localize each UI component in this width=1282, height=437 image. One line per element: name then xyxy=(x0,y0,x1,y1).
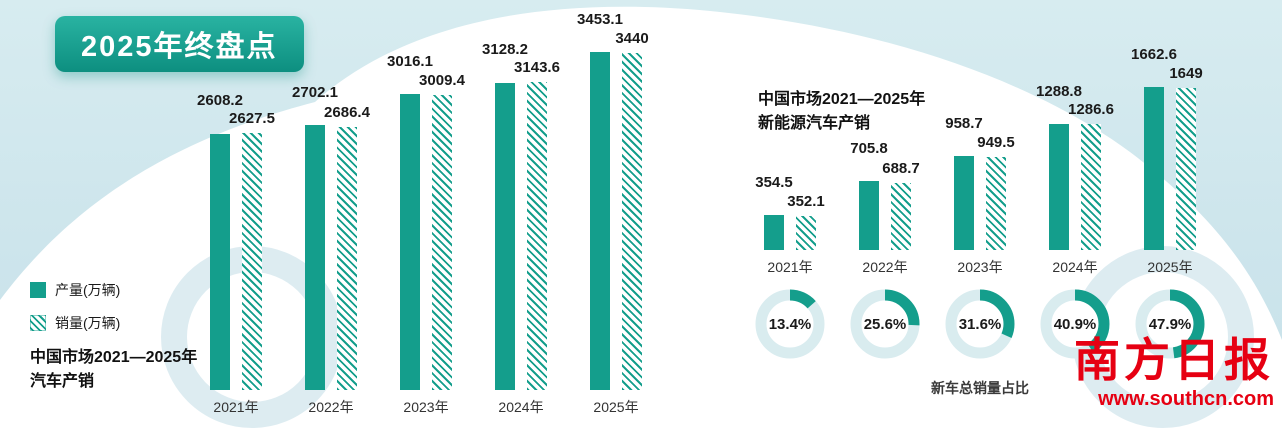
donut-percent-label: 31.6% xyxy=(958,315,1002,333)
year-group: 3016.1 3009.4 2023年 xyxy=(387,53,465,415)
sales-value-label: 1286.6 xyxy=(1068,100,1114,118)
production-bar xyxy=(305,125,325,390)
production-bar xyxy=(400,94,420,390)
nev-share-donut: 13.4% xyxy=(749,283,831,365)
sales-bar xyxy=(986,156,1006,250)
production-value-label: 3453.1 xyxy=(577,10,623,28)
production-bar xyxy=(210,134,230,390)
legend-item-production: 产量(万辆) xyxy=(30,280,120,300)
sales-value-label: 3440 xyxy=(615,29,649,47)
production-bar xyxy=(590,51,610,390)
production-bar xyxy=(1144,87,1164,250)
sales-value-label: 352.1 xyxy=(787,192,825,210)
nev-share-donut: 40.9% xyxy=(1034,283,1116,365)
sales-bar xyxy=(242,132,262,390)
production-bar xyxy=(495,83,515,390)
sales-bar xyxy=(1081,123,1101,250)
title-badge: 2025年终盘点 xyxy=(55,16,304,72)
production-swatch-icon xyxy=(30,282,46,298)
donut-ring xyxy=(755,289,825,359)
donut-ring xyxy=(850,289,920,359)
newspaper-name: 南方日报 xyxy=(1074,333,1274,387)
production-value-label: 1662.6 xyxy=(1131,46,1177,64)
sales-bar xyxy=(622,52,642,390)
year-group: 1662.6 1649 2025年 xyxy=(1131,46,1203,275)
year-group: 2702.1 2686.4 2022年 xyxy=(292,84,370,415)
right-chart-title-line2: 新能源汽车产销 xyxy=(758,115,871,132)
production-value-label: 3128.2 xyxy=(482,40,528,58)
production-value-label: 958.7 xyxy=(945,115,983,132)
year-label: 2023年 xyxy=(403,399,449,415)
year-label: 2022年 xyxy=(862,259,908,275)
production-bar xyxy=(859,180,879,250)
left-chart-title-line1: 中国市场2021—2025年 xyxy=(30,349,198,366)
donut-percent-label: 47.9% xyxy=(1148,315,1192,333)
year-label: 2021年 xyxy=(767,259,813,275)
year-label: 2022年 xyxy=(308,399,354,415)
nev-share-donut: 31.6% xyxy=(939,283,1021,365)
year-label: 2024年 xyxy=(498,399,544,415)
sales-value-label: 3009.4 xyxy=(419,72,465,90)
production-value-label: 2702.1 xyxy=(292,84,338,102)
sales-bar xyxy=(337,126,357,390)
production-value-label: 2608.2 xyxy=(197,91,243,109)
year-group: 705.8 688.7 2022年 xyxy=(850,140,920,275)
year-group: 2608.2 2627.5 2021年 xyxy=(197,92,275,416)
production-bar xyxy=(954,156,974,250)
production-value-label: 354.5 xyxy=(755,174,793,192)
nev-share-donut: 25.6% xyxy=(844,283,926,365)
year-group: 3453.1 3440 2025年 xyxy=(577,11,649,415)
auto-production-sales-chart: 2608.2 2627.5 2021年 2702.1 2686.4 2022年 3016.1… xyxy=(197,11,649,416)
year-label: 2021年 xyxy=(213,399,259,415)
donut-ring xyxy=(1040,289,1110,359)
sales-swatch-icon xyxy=(30,315,46,331)
nev-share-donut: 47.9% xyxy=(1129,283,1211,365)
left-chart-title-line2: 汽车产销 xyxy=(30,373,95,390)
donut-ring xyxy=(1135,289,1205,359)
chart-legend: 产量(万辆) 销量(万辆) xyxy=(30,280,120,346)
sales-value-label: 2686.4 xyxy=(324,103,370,121)
sales-bar xyxy=(891,182,911,250)
legend-sales-label: 销量(万辆) xyxy=(55,315,121,331)
sales-value-label: 688.7 xyxy=(882,159,920,177)
year-group: 3128.2 3143.6 2024年 xyxy=(482,41,560,415)
newspaper-logo: 南方日报 www.southcn.com xyxy=(1074,334,1274,411)
legend-production-label: 产量(万辆) xyxy=(55,282,121,298)
production-value-label: 705.8 xyxy=(850,139,888,157)
year-label: 2025年 xyxy=(593,399,639,415)
production-bar xyxy=(764,215,784,250)
sales-bar xyxy=(432,95,452,390)
right-chart-title-line1: 中国市场2021—2025年 xyxy=(758,91,926,108)
sales-value-label: 3143.6 xyxy=(514,58,560,76)
donut-percent-label: 13.4% xyxy=(768,315,812,333)
nev-share-donuts: 13.4% 25.6% 31.6% 40.9% 47.9% xyxy=(749,283,1211,365)
donut-ring xyxy=(945,289,1015,359)
year-label: 2025年 xyxy=(1147,259,1193,275)
nev-production-sales-chart: 354.5 352.1 2021年 705.8 688.7 2022年 958.7 949.5… xyxy=(755,46,1203,275)
year-group: 958.7 949.5 2023年 xyxy=(945,115,1015,275)
sales-value-label: 949.5 xyxy=(977,133,1015,151)
sales-bar xyxy=(796,215,816,250)
donut-percent-label: 25.6% xyxy=(863,315,907,333)
right-chart-title: 中国市场2021—2025年 新能源汽车产销 xyxy=(758,88,925,136)
left-chart-title: 中国市场2021—2025年 汽车产销 xyxy=(30,346,197,394)
donut-caption: 新车总销量占比 xyxy=(931,380,1029,396)
sales-value-label: 1649 xyxy=(1169,65,1203,83)
year-label: 2023年 xyxy=(957,259,1003,275)
production-value-label: 1288.8 xyxy=(1036,82,1082,100)
legend-item-sales: 销量(万辆) xyxy=(30,313,120,333)
sales-bar xyxy=(527,81,547,390)
year-label: 2024年 xyxy=(1052,259,1098,275)
production-value-label: 3016.1 xyxy=(387,53,433,71)
production-bar xyxy=(1049,123,1069,250)
year-group: 354.5 352.1 2021年 xyxy=(755,174,825,275)
donut-percent-label: 40.9% xyxy=(1053,315,1097,333)
newspaper-url: www.southcn.com xyxy=(1098,388,1274,410)
sales-value-label: 2627.5 xyxy=(229,109,275,127)
sales-bar xyxy=(1176,88,1196,250)
year-group: 1288.8 1286.6 2024年 xyxy=(1036,83,1114,275)
